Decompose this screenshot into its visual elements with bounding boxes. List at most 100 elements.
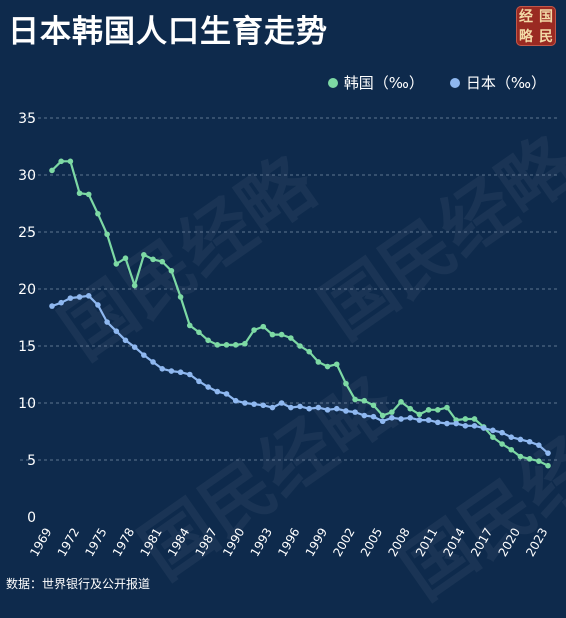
x-tick-label: 2002 bbox=[330, 526, 357, 559]
data-point-japan bbox=[177, 369, 184, 376]
data-point-korea bbox=[425, 407, 432, 413]
y-tick-label: 10 bbox=[18, 396, 36, 412]
data-point-korea bbox=[526, 456, 533, 462]
data-point-korea bbox=[260, 323, 267, 330]
data-point-korea bbox=[214, 342, 221, 348]
data-point-korea bbox=[49, 167, 55, 174]
data-point-japan bbox=[159, 366, 166, 372]
data-point-japan bbox=[196, 378, 202, 385]
x-tick-label: 1984 bbox=[165, 526, 192, 559]
series-line-japan bbox=[51, 294, 549, 455]
data-point-korea bbox=[177, 294, 184, 300]
data-point-korea bbox=[306, 348, 312, 355]
x-tick-label: 2014 bbox=[441, 526, 468, 559]
legend-label-japan: 日本（‰） bbox=[465, 74, 546, 92]
data-point-korea bbox=[104, 231, 110, 238]
y-tick-label: 0 bbox=[27, 510, 36, 526]
data-point-japan bbox=[141, 352, 147, 358]
data-point-korea bbox=[398, 399, 404, 405]
x-tick-label: 2005 bbox=[358, 526, 385, 559]
logo-char: 经 bbox=[519, 9, 533, 25]
x-tick-label: 1996 bbox=[275, 526, 302, 559]
data-point-korea bbox=[490, 434, 496, 441]
x-tick-label: 2023 bbox=[523, 526, 550, 559]
data-point-korea bbox=[297, 343, 303, 349]
data-point-japan bbox=[214, 388, 221, 395]
logo-char: 国 bbox=[539, 9, 553, 25]
logo-char: 略 bbox=[519, 29, 533, 45]
x-tick-label: 2008 bbox=[385, 526, 412, 559]
data-point-korea bbox=[416, 411, 423, 418]
data-point-japan bbox=[67, 295, 74, 301]
data-point-japan bbox=[306, 405, 312, 412]
data-point-japan bbox=[370, 413, 377, 420]
data-point-japan bbox=[462, 423, 469, 429]
data-point-japan bbox=[95, 302, 101, 308]
data-point-korea bbox=[434, 407, 441, 413]
data-point-korea bbox=[389, 409, 395, 415]
data-point-korea bbox=[150, 256, 156, 263]
data-point-japan bbox=[131, 344, 138, 350]
x-tick-label: 1969 bbox=[27, 526, 54, 559]
data-point-japan bbox=[113, 328, 120, 334]
data-point-japan bbox=[398, 416, 404, 422]
data-point-japan bbox=[186, 371, 193, 378]
data-point-japan bbox=[58, 299, 64, 306]
data-point-korea bbox=[444, 404, 450, 411]
data-point-korea bbox=[471, 416, 478, 422]
data-point-korea bbox=[232, 342, 239, 348]
data-point-japan bbox=[260, 402, 267, 409]
data-point-japan bbox=[232, 397, 239, 404]
data-point-korea bbox=[67, 158, 74, 165]
data-point-japan bbox=[269, 404, 276, 411]
legend-label-korea: 韩国（‰） bbox=[343, 74, 424, 92]
data-point-japan bbox=[242, 400, 248, 406]
chart-title: 日本韩国人口生育走势 bbox=[8, 14, 328, 50]
y-tick-label: 25 bbox=[18, 225, 36, 241]
data-point-japan bbox=[278, 400, 285, 406]
data-point-korea bbox=[95, 210, 101, 217]
legend-item-korea[interactable]: 韩国（‰） bbox=[327, 72, 424, 93]
data-point-japan bbox=[251, 401, 257, 407]
data-point-korea bbox=[352, 396, 358, 403]
data-point-japan bbox=[205, 384, 211, 390]
data-point-korea bbox=[269, 331, 276, 338]
data-point-korea bbox=[141, 252, 147, 258]
data-point-korea bbox=[242, 340, 248, 347]
data-point-japan bbox=[453, 420, 459, 427]
data-point-japan bbox=[545, 450, 551, 456]
data-point-japan bbox=[379, 418, 386, 425]
data-point-japan bbox=[361, 412, 368, 419]
data-point-japan bbox=[407, 415, 414, 421]
data-point-japan bbox=[315, 404, 322, 411]
data-point-korea bbox=[288, 335, 294, 341]
data-point-japan bbox=[444, 420, 450, 427]
x-tick-label: 2011 bbox=[413, 526, 440, 559]
data-point-japan bbox=[425, 417, 432, 423]
data-point-japan bbox=[480, 425, 487, 431]
data-point-japan bbox=[536, 442, 542, 448]
data-point-japan bbox=[416, 417, 423, 423]
data-point-korea bbox=[361, 397, 368, 404]
data-point-japan bbox=[490, 427, 496, 434]
y-tick-label: 5 bbox=[27, 453, 36, 469]
legend-item-japan[interactable]: 日本（‰） bbox=[449, 72, 546, 93]
y-tick-label: 20 bbox=[18, 282, 36, 298]
data-point-japan bbox=[389, 415, 395, 421]
data-point-japan bbox=[434, 419, 441, 426]
data-point-korea bbox=[131, 282, 138, 289]
data-point-korea bbox=[159, 258, 166, 265]
y-tick-label: 15 bbox=[18, 339, 36, 355]
data-point-korea bbox=[196, 329, 202, 336]
data-point-japan bbox=[49, 303, 55, 309]
x-tick-label: 2020 bbox=[496, 526, 523, 559]
data-point-korea bbox=[370, 402, 377, 409]
data-point-korea bbox=[508, 446, 515, 453]
chart-legend: 韩国（‰） 日本（‰） bbox=[327, 72, 546, 93]
x-tick-label: 1993 bbox=[248, 526, 275, 559]
data-point-japan bbox=[223, 391, 230, 397]
data-point-japan bbox=[343, 408, 349, 414]
data-point-korea bbox=[343, 380, 349, 387]
data-point-japan bbox=[288, 404, 294, 411]
data-point-japan bbox=[297, 403, 303, 410]
